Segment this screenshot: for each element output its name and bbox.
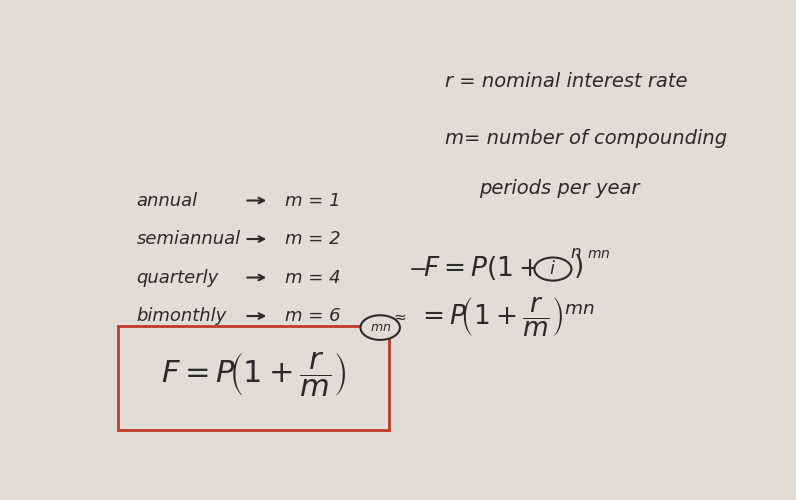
- Text: quarterly: quarterly: [137, 268, 219, 286]
- Text: $mn$: $mn$: [587, 246, 611, 260]
- Text: m = 4: m = 4: [285, 268, 340, 286]
- Circle shape: [361, 316, 400, 340]
- Text: $n$: $n$: [570, 244, 581, 262]
- Text: bimonthly: bimonthly: [137, 307, 227, 325]
- Text: semiannual: semiannual: [137, 230, 240, 248]
- Text: $mn$: $mn$: [369, 321, 391, 334]
- Text: $-$: $-$: [408, 258, 426, 278]
- Text: $\approx$: $\approx$: [391, 308, 407, 324]
- Text: m = 1: m = 1: [285, 192, 340, 210]
- Text: $F = P\!\left(1+\dfrac{r}{m}\right)$: $F = P\!\left(1+\dfrac{r}{m}\right)$: [161, 350, 346, 398]
- Text: m = 2: m = 2: [285, 230, 340, 248]
- Circle shape: [534, 258, 572, 280]
- Text: m = 6: m = 6: [285, 307, 340, 325]
- Text: $i$: $i$: [549, 260, 556, 278]
- Text: m= number of compounding: m= number of compounding: [445, 130, 727, 148]
- Text: r = nominal interest rate: r = nominal interest rate: [445, 72, 688, 90]
- Text: $)$: $)$: [573, 252, 583, 280]
- Text: periods per year: periods per year: [479, 180, 639, 199]
- Text: $= P\!\left(1+\dfrac{r}{m}\right)^{mn}$: $= P\!\left(1+\dfrac{r}{m}\right)^{mn}$: [417, 294, 595, 338]
- Text: annual: annual: [137, 192, 197, 210]
- Text: $F = P(1+$: $F = P(1+$: [423, 254, 540, 282]
